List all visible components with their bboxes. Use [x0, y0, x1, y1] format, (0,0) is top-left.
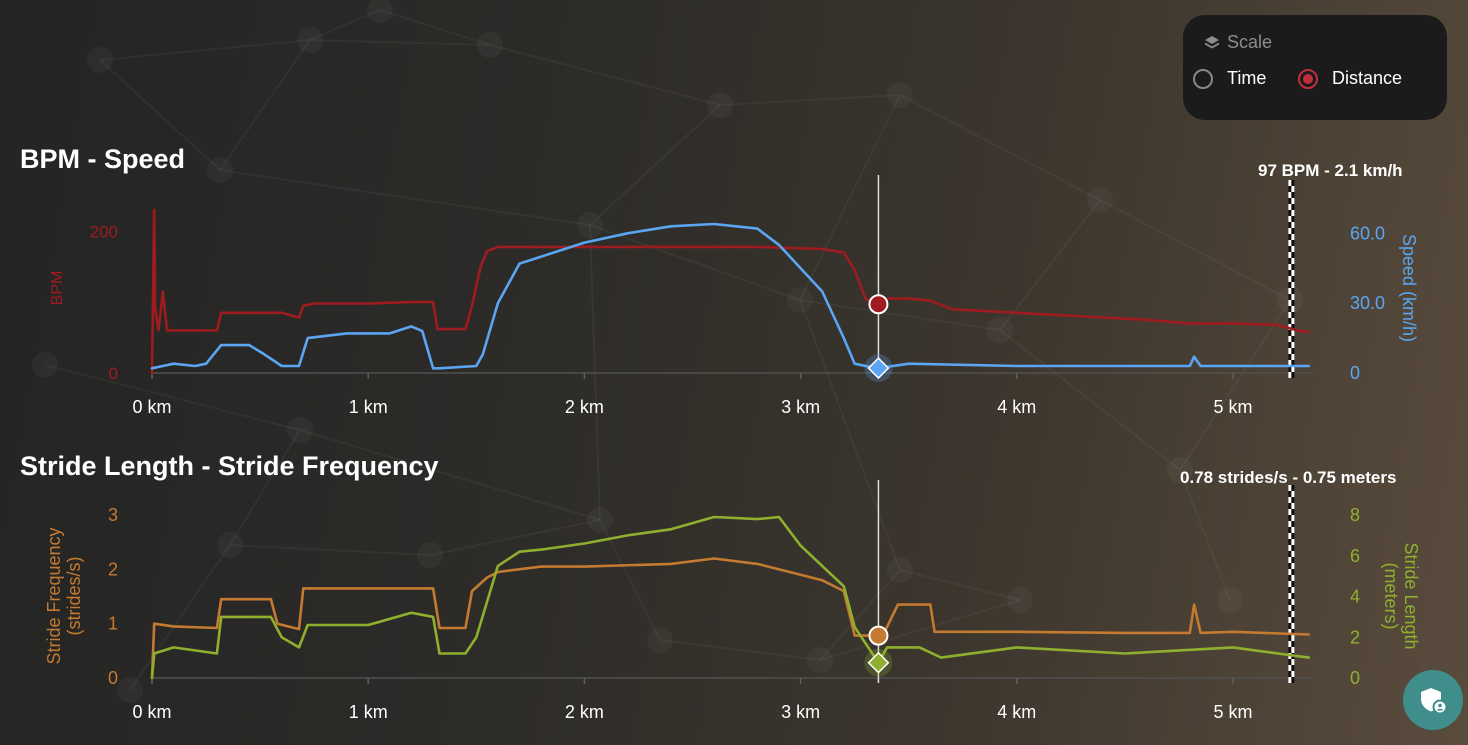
y-left-axis-label: Stride Frequency(strides/s): [44, 527, 84, 664]
y-left-axis-label: BPM: [49, 271, 66, 306]
cursor-point-circle: [868, 625, 889, 646]
distance-label: Distance: [1332, 68, 1403, 88]
cursor-point-circle: [868, 294, 889, 315]
scale-label: Scale: [1227, 32, 1273, 52]
layers-icon: [1204, 35, 1220, 49]
x-tick-label: 1 km: [349, 702, 388, 722]
y-right-axis-label: Speed (km/h): [1399, 234, 1419, 342]
y-right-tick-label: 30.0: [1350, 293, 1385, 313]
y-left-tick-label: 3: [108, 505, 118, 525]
series-line-stride-length: [150, 515, 1310, 680]
x-tick-label: 4 km: [997, 397, 1036, 417]
x-tick-label: 4 km: [997, 702, 1036, 722]
cursor-point-diamond: [867, 357, 890, 380]
readout-bpm-speed: 97 BPM - 2.1 km/h: [1258, 161, 1403, 180]
x-tick-label: 0 km: [132, 397, 171, 417]
x-tick-label: 0 km: [132, 702, 171, 722]
time-radio[interactable]: [1193, 68, 1213, 89]
x-tick-label: 2 km: [565, 397, 604, 417]
finish-flag: [1288, 180, 1295, 378]
y-left-tick-label: 1: [108, 614, 118, 634]
readout-stride: 0.78 strides/s - 0.75 meters: [1180, 468, 1397, 487]
y-left-tick-label: 200: [90, 222, 118, 241]
y-right-tick-label: 2: [1350, 627, 1360, 647]
y-right-tick-label: 0: [1350, 668, 1360, 688]
x-tick-label: 3 km: [781, 397, 820, 417]
scale-panel: Scale Time Distance: [1183, 15, 1447, 120]
chart-title-stride: Stride Length - Stride Frequency: [20, 451, 439, 481]
scale-option-distance[interactable]: Distance: [1298, 68, 1402, 89]
x-tick-label: 5 km: [1213, 702, 1252, 722]
y-right-tick-label: 4: [1350, 587, 1360, 607]
x-tick-label: 3 km: [781, 702, 820, 722]
y-right-tick-label: 6: [1350, 546, 1360, 566]
x-tick-label: 5 km: [1213, 397, 1252, 417]
series-line-speed: [150, 222, 1310, 370]
finish-flag: [1288, 485, 1295, 683]
y-left-tick-label: 2: [108, 559, 118, 579]
series-line-bpm: [150, 208, 1310, 375]
y-right-tick-label: 0: [1350, 363, 1360, 383]
cursor-point-diamond: [867, 651, 890, 674]
x-tick-label: 2 km: [565, 702, 604, 722]
y-right-axis-label: Stride Length(meters): [1381, 542, 1421, 649]
shield-user-icon: [1421, 688, 1448, 715]
distance-radio[interactable]: [1298, 68, 1318, 89]
y-left-tick-label: 0: [109, 364, 118, 383]
scale-header: Scale: [1203, 32, 1272, 53]
y-left-tick-label: 0: [108, 668, 118, 688]
y-right-tick-label: 60.0: [1350, 223, 1385, 243]
series-line-stride-frequency: [150, 557, 1310, 680]
chart-title-bpm-speed: BPM - Speed: [20, 144, 186, 174]
scale-option-time[interactable]: Time: [1193, 68, 1266, 89]
privacy-shield-button[interactable]: [1403, 670, 1463, 730]
y-right-tick-label: 8: [1350, 505, 1360, 525]
time-label: Time: [1227, 68, 1267, 88]
x-tick-label: 1 km: [349, 397, 388, 417]
